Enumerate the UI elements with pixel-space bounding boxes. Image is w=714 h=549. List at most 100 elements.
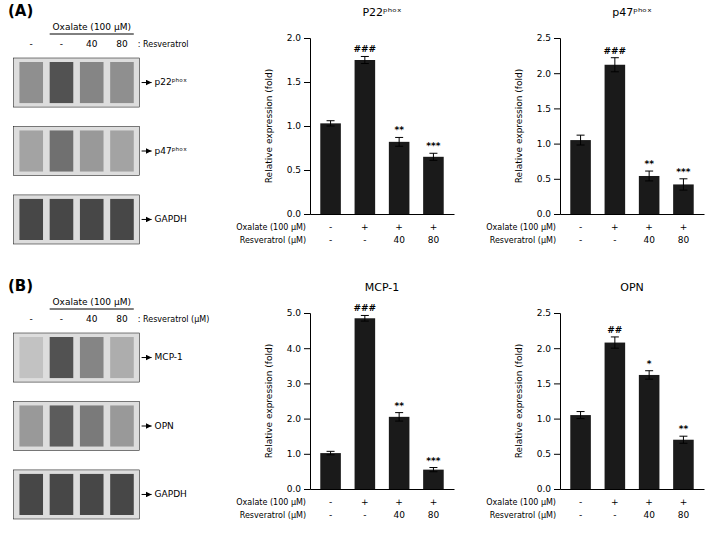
y-tick-label: 1.0: [537, 414, 552, 424]
category-label: +: [395, 222, 403, 232]
significance-label: ###: [604, 46, 627, 56]
significance-label: ###: [354, 44, 377, 54]
error-bar-cap: [577, 145, 585, 146]
error-bar: [679, 179, 687, 190]
x-axis-line: [561, 214, 705, 215]
plot-marks: [320, 315, 443, 489]
significance-label: **: [394, 401, 404, 411]
bar: [605, 343, 626, 489]
category-row-label: Resveratrol (μM): [240, 511, 306, 520]
gel-frame: [14, 333, 140, 382]
error-bar-cap: [395, 146, 403, 147]
y-tick: 1.0: [537, 414, 560, 424]
error-bar-stem: [580, 412, 581, 419]
y-tick: 3.0: [287, 379, 310, 389]
bar-chart: P22ᵖʰᵒˣ0.00.51.01.52.0Relative expressio…: [236, 6, 454, 245]
y-tick-label: 0.0: [537, 484, 552, 494]
y-tick: 0.5: [537, 449, 560, 459]
y-tick-label: 5.0: [287, 308, 302, 318]
y-tick-mark: [304, 348, 310, 349]
category-label: 40: [643, 510, 655, 520]
y-tick-mark: [554, 383, 560, 384]
y-axis-line: [304, 39, 311, 215]
category-label: +: [611, 497, 619, 507]
error-bar-stem: [364, 56, 365, 63]
error-bar-cap: [395, 137, 403, 138]
error-bar: [645, 171, 653, 181]
y-tick-label: 0.5: [537, 449, 551, 459]
bar-chart: p47ᵖʰᵒˣ0.00.51.01.52.02.5Relative expres…: [486, 6, 704, 245]
significance-label: ***: [426, 141, 440, 151]
y-axis-title: Relative expression (fold): [264, 69, 274, 183]
y-tick: 2.0: [287, 33, 310, 43]
gel-frame: [14, 126, 140, 175]
error-bar-stem: [433, 468, 434, 472]
lane-label: 80: [116, 314, 128, 324]
gel-arrow: [142, 151, 152, 152]
category-label: +: [645, 222, 653, 232]
significance-label: **: [679, 424, 689, 434]
y-tick-label: 1.0: [287, 449, 302, 459]
y-tick-label: 0.5: [537, 174, 551, 184]
error-bar-cap: [327, 120, 335, 121]
error-bar: [679, 436, 687, 443]
category-label: -: [579, 222, 582, 232]
gel-band: [50, 474, 74, 515]
error-bar-cap: [327, 451, 335, 452]
y-tick-mark: [554, 419, 560, 420]
y-tick: 0.5: [287, 165, 310, 175]
y-tick-mark: [304, 214, 310, 215]
y-tick: 1.0: [287, 449, 310, 459]
error-bar-stem: [649, 371, 650, 379]
error-bar-cap: [361, 56, 369, 57]
error-bar-cap: [611, 57, 619, 58]
category-row-label: Resveratrol (μM): [240, 236, 306, 245]
gel-header: Oxalate (100 μM): [53, 297, 131, 307]
gel-band: [50, 130, 74, 171]
error-bar-cap: [611, 348, 619, 349]
category-label: -: [579, 235, 582, 245]
bar: [320, 453, 341, 489]
significance-label: *: [647, 359, 652, 369]
error-bar-stem: [580, 135, 581, 145]
y-tick-mark: [304, 489, 310, 490]
error-bar-cap: [361, 63, 369, 64]
gel-arrow: [142, 219, 152, 220]
significance-label: **: [394, 125, 404, 135]
error-bar: [327, 451, 335, 455]
y-tick-mark: [554, 454, 560, 455]
category-label: 80: [678, 235, 690, 245]
error-bar-cap: [429, 471, 437, 472]
category-label: +: [680, 222, 688, 232]
y-tick-label: 2.5: [537, 308, 551, 318]
error-bar-stem: [683, 436, 684, 443]
significance-label: ##: [607, 325, 622, 335]
y-axis: 0.00.51.01.52.02.5: [537, 33, 561, 219]
gel-row-label: GAPDH: [155, 489, 187, 499]
gel-band: [80, 199, 104, 240]
y-axis-line: [554, 314, 561, 490]
category-row-label: Oxalate (100 μM): [486, 223, 556, 232]
y-tick: 1.0: [287, 121, 310, 131]
x-axis-line: [561, 489, 705, 490]
error-bar-stem: [399, 137, 400, 146]
y-tick-mark: [554, 214, 560, 215]
category-label: 80: [428, 510, 440, 520]
significance-label: ***: [676, 167, 690, 177]
y-tick-label: 0.5: [287, 165, 301, 175]
category-row-label: Oxalate (100 μM): [236, 223, 306, 232]
y-tick: 2.0: [537, 344, 560, 354]
y-tick-mark: [304, 170, 310, 171]
error-bar: [361, 56, 369, 63]
error-bar-cap: [577, 411, 585, 412]
error-bar-stem: [330, 121, 331, 126]
gel-band: [19, 62, 43, 103]
y-tick-label: 2.0: [287, 33, 302, 43]
y-axis-line: [554, 39, 561, 215]
error-bar-stem: [330, 451, 331, 455]
error-bar-cap: [611, 336, 619, 337]
y-tick-label: 0.0: [287, 484, 302, 494]
bar: [570, 415, 591, 489]
category-label: -: [329, 497, 332, 507]
error-bar: [611, 58, 619, 72]
